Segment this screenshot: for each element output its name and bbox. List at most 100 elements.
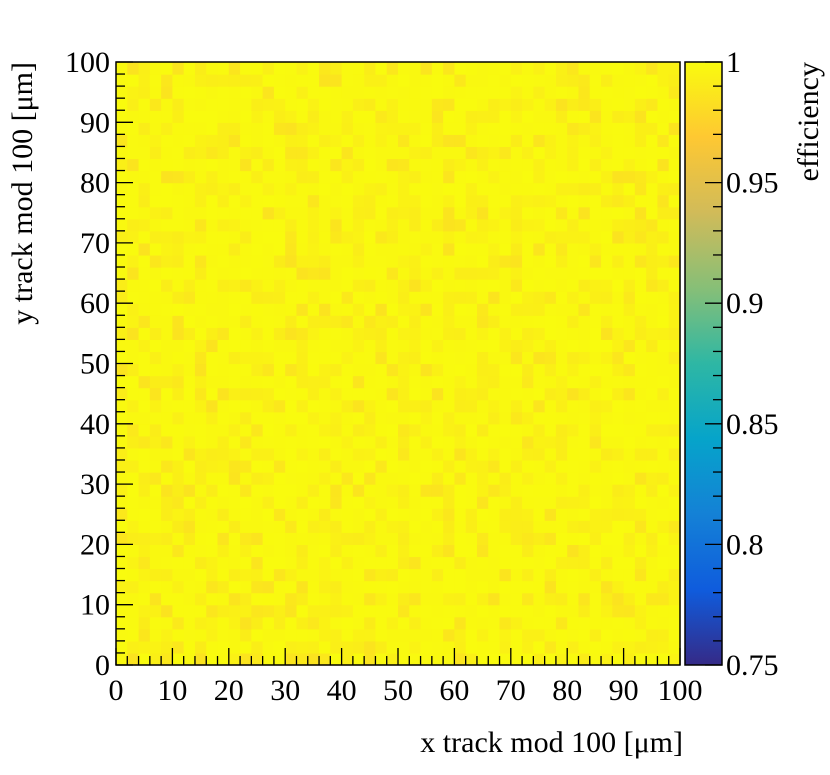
heatmap-cell [319, 351, 331, 365]
heatmap-cell [364, 435, 377, 449]
heatmap-cell [138, 604, 151, 618]
heatmap-cell [431, 484, 444, 497]
heatmap-cell [352, 62, 365, 75]
heatmap-cell [578, 230, 591, 244]
heatmap-cell [443, 339, 455, 353]
heatmap-cell [623, 254, 636, 268]
heatmap-cell [273, 363, 286, 377]
heatmap-cell [116, 556, 128, 570]
heatmap-cell [386, 242, 399, 256]
heatmap-cell [589, 254, 602, 268]
heatmap-cell [240, 351, 252, 365]
heatmap-cell [634, 568, 647, 582]
heatmap-cell [296, 544, 309, 558]
heatmap-cell [522, 74, 534, 87]
heatmap-cell [194, 242, 207, 256]
heatmap-cell [217, 327, 230, 340]
heatmap-cell [420, 62, 433, 75]
heatmap-cell [443, 62, 455, 75]
heatmap-cell [127, 496, 140, 509]
heatmap-cell [533, 254, 546, 268]
heatmap-cell [217, 254, 230, 268]
heatmap-cell [601, 640, 613, 654]
heatmap-cell [668, 508, 681, 521]
heatmap-cell [567, 592, 580, 606]
heatmap-cell [544, 86, 557, 99]
heatmap-cell [544, 74, 557, 87]
heatmap-cell [217, 230, 230, 244]
heatmap-cell [183, 472, 196, 485]
heatmap-cell [285, 62, 298, 75]
heatmap-cell [386, 520, 399, 533]
heatmap-cell [240, 375, 252, 389]
heatmap-cell [341, 459, 354, 473]
heatmap-cell [533, 74, 546, 87]
heatmap-cell [319, 640, 331, 654]
heatmap-cell [149, 556, 162, 570]
heatmap-cell [149, 508, 162, 521]
heatmap-cell [544, 640, 557, 654]
heatmap-cell [161, 158, 173, 172]
heatmap-cell [138, 242, 151, 256]
heatmap-cell [533, 218, 546, 232]
heatmap-cell [578, 484, 591, 497]
x-tick-label: 0 [109, 674, 124, 707]
heatmap-cell [161, 508, 173, 521]
heatmap-cell [183, 568, 196, 582]
heatmap-cell [533, 568, 546, 582]
heatmap-cell [409, 508, 422, 521]
heatmap-cell [533, 267, 546, 280]
heatmap-cell [443, 604, 455, 618]
heatmap-cell [375, 435, 388, 449]
heatmap-cell [454, 411, 467, 425]
heatmap-cell [443, 399, 455, 413]
heatmap-cell [364, 556, 377, 570]
heatmap-cell [499, 62, 512, 75]
heatmap-cell [544, 435, 557, 449]
x-tick-label: 60 [439, 674, 469, 707]
heatmap-cell [172, 472, 185, 485]
heatmap-cell [601, 399, 613, 413]
heatmap-cell [262, 206, 275, 220]
heatmap-cell [330, 279, 343, 292]
heatmap-cell [431, 339, 444, 353]
heatmap-cell [634, 182, 647, 196]
heatmap-cell [623, 134, 636, 148]
heatmap-cell [296, 98, 309, 111]
heatmap-cell [375, 86, 388, 99]
heatmap-cell [454, 652, 467, 666]
heatmap-cell [510, 327, 523, 340]
heatmap-cell [127, 242, 140, 256]
heatmap-cell [398, 351, 410, 365]
heatmap-cell [431, 86, 444, 99]
heatmap-cell [476, 62, 489, 75]
heatmap-cell [127, 472, 140, 485]
heatmap-cell [623, 182, 636, 196]
heatmap-cell [443, 86, 455, 99]
heatmap-cell [127, 218, 140, 232]
heatmap-cell [352, 267, 365, 280]
heatmap-cell [567, 447, 580, 461]
heatmap-cell [488, 568, 501, 582]
heatmap-cell [510, 122, 523, 135]
heatmap-cell [307, 194, 320, 208]
heatmap-cell [454, 580, 467, 594]
heatmap-cell [364, 640, 377, 654]
heatmap-cell [319, 363, 331, 377]
heatmap-cell [612, 375, 625, 389]
heatmap-cell [601, 592, 613, 606]
heatmap-cell [578, 170, 591, 184]
heatmap-cell [612, 146, 625, 160]
heatmap-cell [228, 604, 241, 618]
heatmap-cell [555, 146, 568, 160]
heatmap-cell [522, 496, 534, 509]
heatmap-cell [161, 122, 173, 135]
heatmap-cell [228, 62, 241, 75]
heatmap-cell [206, 170, 219, 184]
heatmap-cell [612, 206, 625, 220]
heatmap-cell [273, 62, 286, 75]
heatmap-cell [285, 218, 298, 232]
heatmap-cell [319, 146, 331, 160]
heatmap-cell [330, 98, 343, 111]
heatmap-cell [206, 146, 219, 160]
